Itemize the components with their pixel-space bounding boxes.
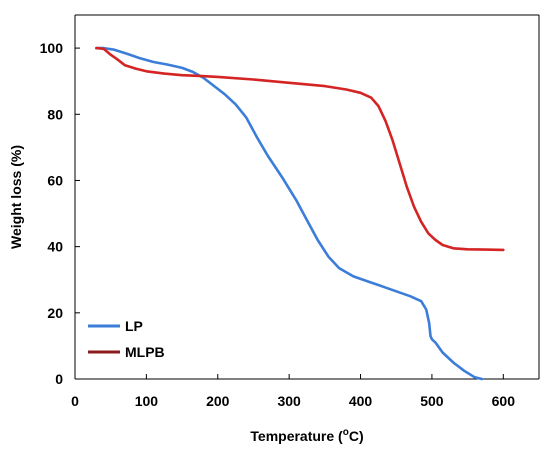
series-line-lp bbox=[95, 46, 484, 381]
x-tick-label: 300 bbox=[277, 393, 301, 409]
y-tick-label: 80 bbox=[47, 106, 63, 122]
legend-label-mlpb: MLPB bbox=[125, 344, 165, 360]
x-tick-label: 200 bbox=[206, 393, 230, 409]
y-tick-label: 60 bbox=[47, 172, 63, 188]
plot-area bbox=[74, 14, 540, 380]
x-axis-title-end: C) bbox=[349, 428, 364, 444]
y-tick-label: 0 bbox=[55, 371, 63, 387]
y-tick-label: 100 bbox=[40, 40, 64, 56]
x-ticks: 0 100 200 300 400 500 600 bbox=[71, 374, 515, 409]
legend-label-lp: LP bbox=[125, 318, 143, 334]
x-tick-label: 0 bbox=[71, 393, 79, 409]
y-ticks: 0 20 40 60 80 100 bbox=[40, 40, 80, 387]
x-axis-title: Temperature (oC) bbox=[250, 427, 363, 444]
x-tick-label: 100 bbox=[135, 393, 159, 409]
y-tick-label: 40 bbox=[47, 239, 63, 255]
x-tick-label: 500 bbox=[420, 393, 444, 409]
x-tick-label: 600 bbox=[492, 393, 516, 409]
x-tick-label: 400 bbox=[349, 393, 373, 409]
series-line-mlpb bbox=[95, 46, 505, 252]
y-axis-title: Weight loss (%) bbox=[8, 145, 24, 249]
y-tick-label: 20 bbox=[47, 305, 63, 321]
series-layer bbox=[95, 46, 505, 381]
legend: LP MLPB bbox=[88, 318, 165, 360]
x-axis-title-superscript: o bbox=[343, 427, 349, 438]
